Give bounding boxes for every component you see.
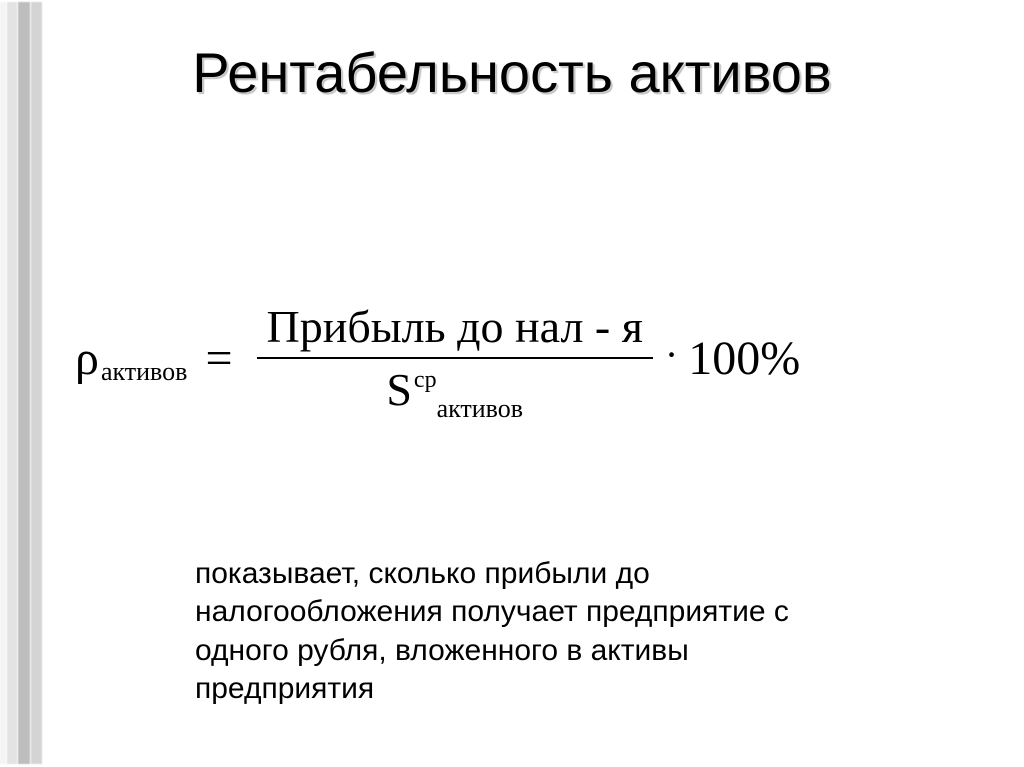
denom-subscript: активов <box>437 394 523 424</box>
slide: Рентабельность активов ρ активов = Прибы… <box>0 0 1024 767</box>
hundred-percent: 100% <box>688 331 800 386</box>
slide-title: Рентабельность активов <box>0 40 1024 105</box>
equals-sign: = <box>205 331 232 386</box>
denom-superscript: ср <box>414 367 437 394</box>
decorative-left-strip <box>0 2 42 764</box>
formula-lhs-symbol: ρ <box>75 331 99 386</box>
fraction: Прибыль до нал - я S ср активов <box>257 300 653 416</box>
fraction-numerator: Прибыль до нал - я <box>257 300 653 357</box>
multiply-dot: · <box>665 331 678 378</box>
formula-lhs-subscript: активов <box>101 357 187 387</box>
description-text: показывает, сколько прибыли до налогообл… <box>195 555 875 709</box>
formula: ρ активов = Прибыль до нал - я S ср акти… <box>75 300 800 416</box>
fraction-denominator: S ср активов <box>376 359 533 416</box>
denom-symbol: S <box>386 363 412 416</box>
